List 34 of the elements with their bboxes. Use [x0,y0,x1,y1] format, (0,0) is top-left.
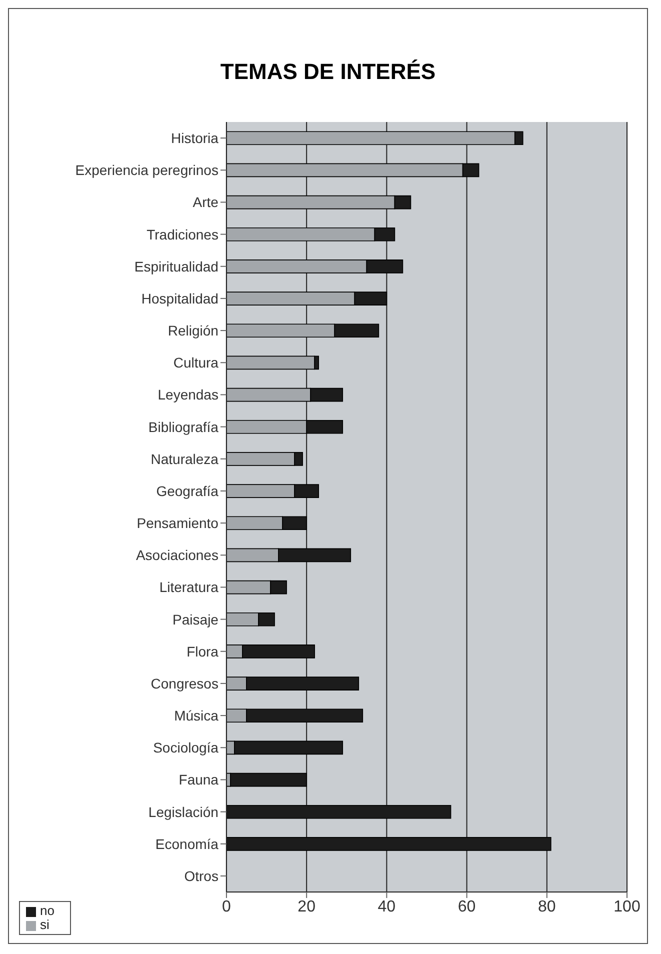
y-tick-label: Geografía [156,482,219,499]
y-tick-label: Flora [186,643,219,660]
y-tick-label: Historia [171,130,219,146]
y-tick-label: Economía [155,836,219,852]
y-tick-label: Literatura [159,579,219,596]
y-tick-label: Hospitalidad [141,290,218,306]
x-tick-label: 60 [458,898,476,916]
chart-title: TEMAS DE INTERÉS [219,58,437,86]
y-tick-label: Tradiciones [146,226,218,242]
x-tick-label: 40 [378,898,396,916]
x-tick-label: 80 [538,898,556,916]
y-tick-label: Asociaciones [136,547,218,564]
y-tick-label: Naturaleza [150,450,219,467]
y-tick-label: Leyendas [158,386,218,403]
y-tick-label: Congresos [150,675,218,692]
y-tick-label: Paisaje [172,611,219,628]
x-tick-label: 0 [222,898,232,916]
y-tick-label: Cultura [173,354,219,371]
y-tick-label: Espiritualidad [134,258,218,274]
legend-label: si [40,917,50,932]
legend-label: no [40,903,54,918]
x-tick-label: 100 [614,898,640,916]
x-tick-label: 20 [298,898,316,916]
y-tick-label: Religión [168,322,218,339]
y-tick-label: Sociología [153,740,219,756]
y-tick-label: Fauna [178,772,219,788]
y-tick-label: Arte [192,194,219,210]
y-tick-label: Música [174,708,219,724]
y-tick-label: Pensamiento [136,515,219,532]
y-tick-label: Otros [184,868,218,884]
y-tick-label: Experiencia peregrinos [75,162,218,178]
y-tick-label: Legislación [148,804,218,820]
y-tick-label: Bibliografía [148,418,219,435]
bar [226,356,315,370]
